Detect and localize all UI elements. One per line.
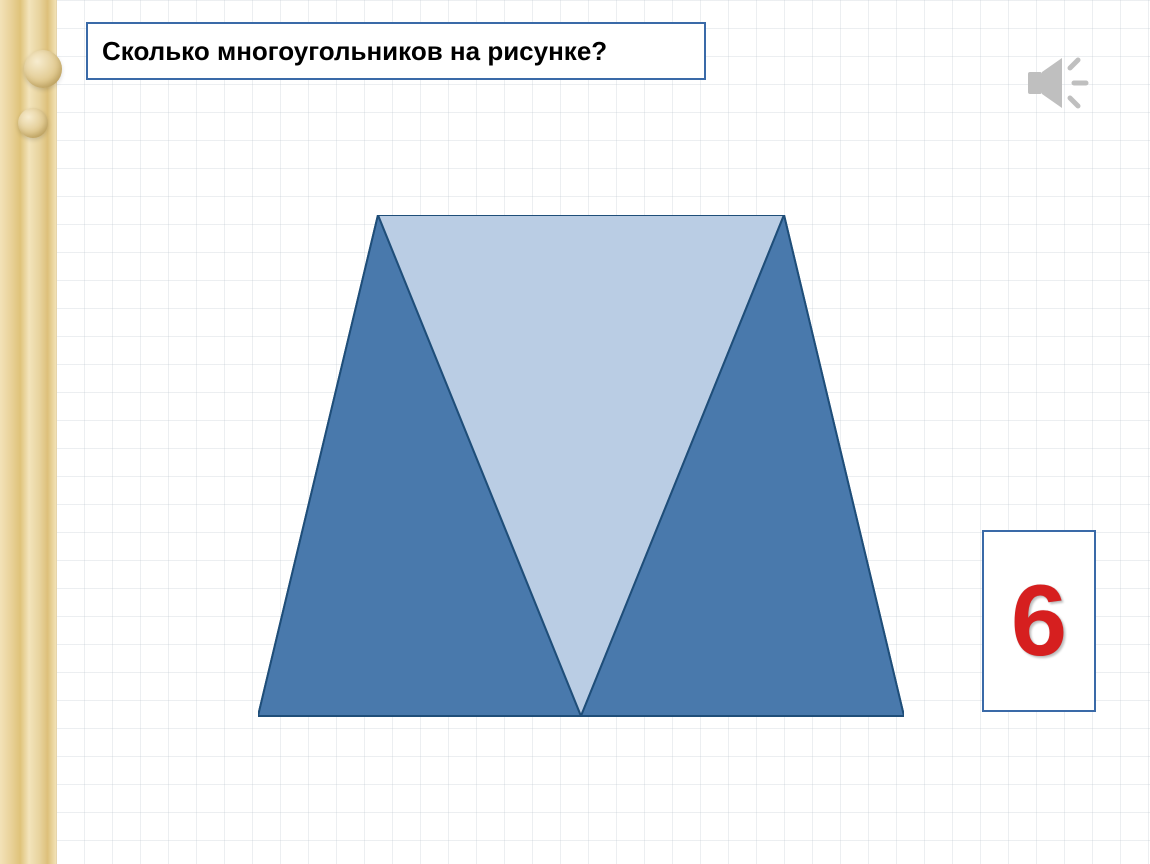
diagram-svg <box>258 215 904 717</box>
question-box: Сколько многоугольников на рисунке? <box>86 22 706 80</box>
answer-box: 6 <box>982 530 1096 712</box>
speaker-icon[interactable] <box>1022 46 1096 125</box>
decorative-bead <box>18 108 48 138</box>
decorative-ribbon <box>0 0 57 864</box>
decorative-bead <box>24 50 62 88</box>
slide: Сколько многоугольников на рисунке? 6 <box>0 0 1150 864</box>
polygon-diagram <box>258 215 904 717</box>
question-text: Сколько многоугольников на рисунке? <box>102 36 607 67</box>
answer-value: 6 <box>1011 570 1067 671</box>
